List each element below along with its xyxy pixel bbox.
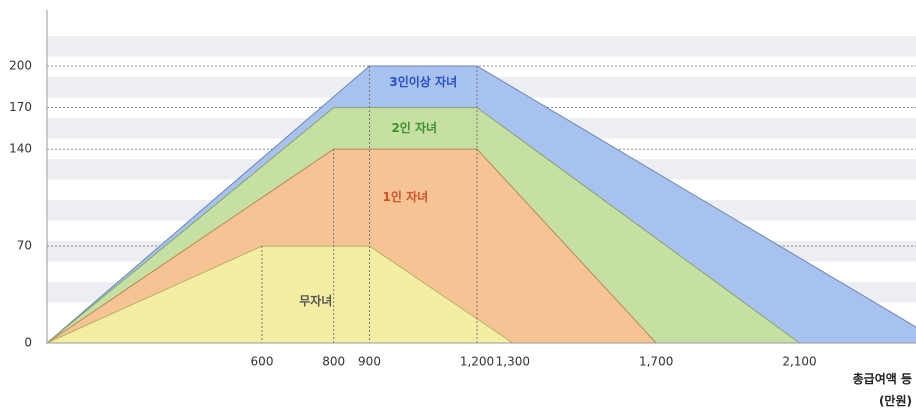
x-tick-label: 1,300: [496, 355, 530, 369]
vertical-guides: [261, 66, 478, 343]
x-tick-label: 600: [251, 355, 274, 369]
x-tick-label: 800: [322, 355, 345, 369]
grid-band: [47, 36, 916, 57]
x-tick-label: 1,700: [639, 355, 673, 369]
series-label: 2인 자녀: [391, 120, 437, 135]
y-tick-label: 170: [9, 100, 32, 114]
y-tick-label: 0: [24, 336, 32, 350]
x-axis-title: 총급여액 등: [853, 371, 912, 386]
x-tick-label: 900: [358, 355, 381, 369]
x-tick-label: 1,200: [460, 355, 494, 369]
y-tick-labels: 0 70 140 170 200: [9, 59, 32, 350]
x-axis-unit: (만원): [879, 393, 912, 408]
y-tick-label: 200: [9, 59, 32, 73]
x-tick-label: 2,100: [782, 355, 816, 369]
series-label: 3인이상 자녀: [389, 74, 457, 89]
series-label: 1인 자녀: [383, 189, 429, 204]
y-tick-label: 70: [17, 239, 32, 253]
y-tick-label: 140: [9, 142, 32, 156]
series-label: 무자녀: [299, 293, 332, 308]
